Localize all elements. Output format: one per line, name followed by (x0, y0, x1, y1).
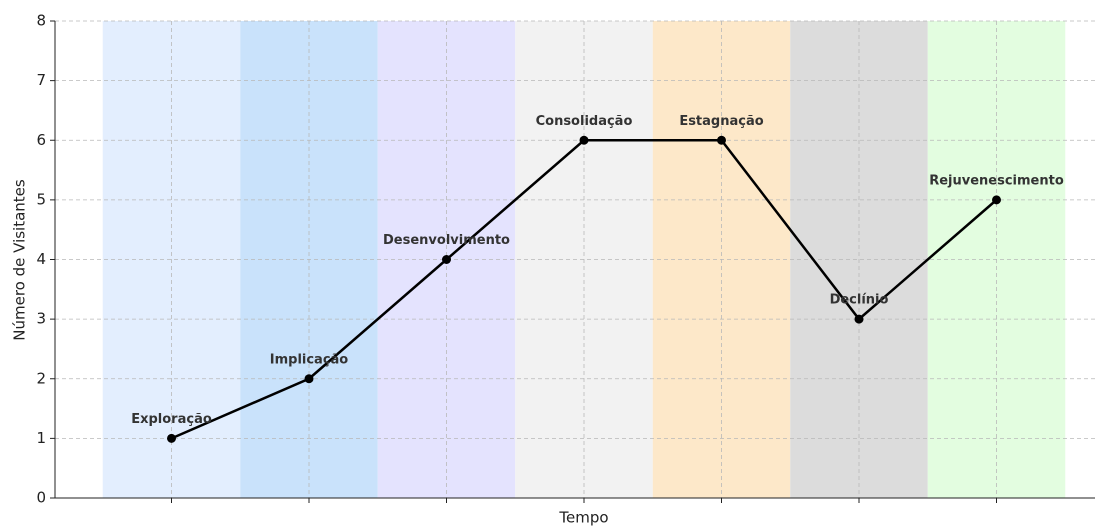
y-axis-label: Número de Visitantes (11, 179, 29, 341)
y-tick-label: 2 (36, 369, 46, 387)
annotation: Desenvolvimento (383, 233, 510, 248)
y-tick-label: 4 (36, 250, 46, 268)
y-tick-label: 3 (36, 310, 46, 328)
annotation: Consolidação (536, 114, 633, 129)
annotation: Estagnação (679, 114, 763, 129)
point (167, 433, 176, 443)
annotation: Declínio (830, 293, 889, 308)
y-tick-label: 7 (36, 71, 46, 89)
point (304, 374, 314, 384)
y-tick-label: 5 (36, 190, 46, 208)
x-axis-label: Tempo (558, 509, 608, 527)
annotation: Rejuvenescimento (929, 173, 1064, 188)
point (992, 195, 1001, 205)
point (717, 135, 726, 145)
annotation: Implicação (270, 352, 349, 367)
y-tick-label: 1 (36, 429, 46, 447)
y-tick-label: 6 (36, 131, 46, 149)
annotation: Exploração (131, 412, 212, 427)
point (579, 135, 589, 145)
y-tick-label: 0 (36, 489, 46, 507)
point (442, 255, 451, 264)
y-tick-label: 8 (36, 12, 46, 30)
point (854, 314, 864, 324)
